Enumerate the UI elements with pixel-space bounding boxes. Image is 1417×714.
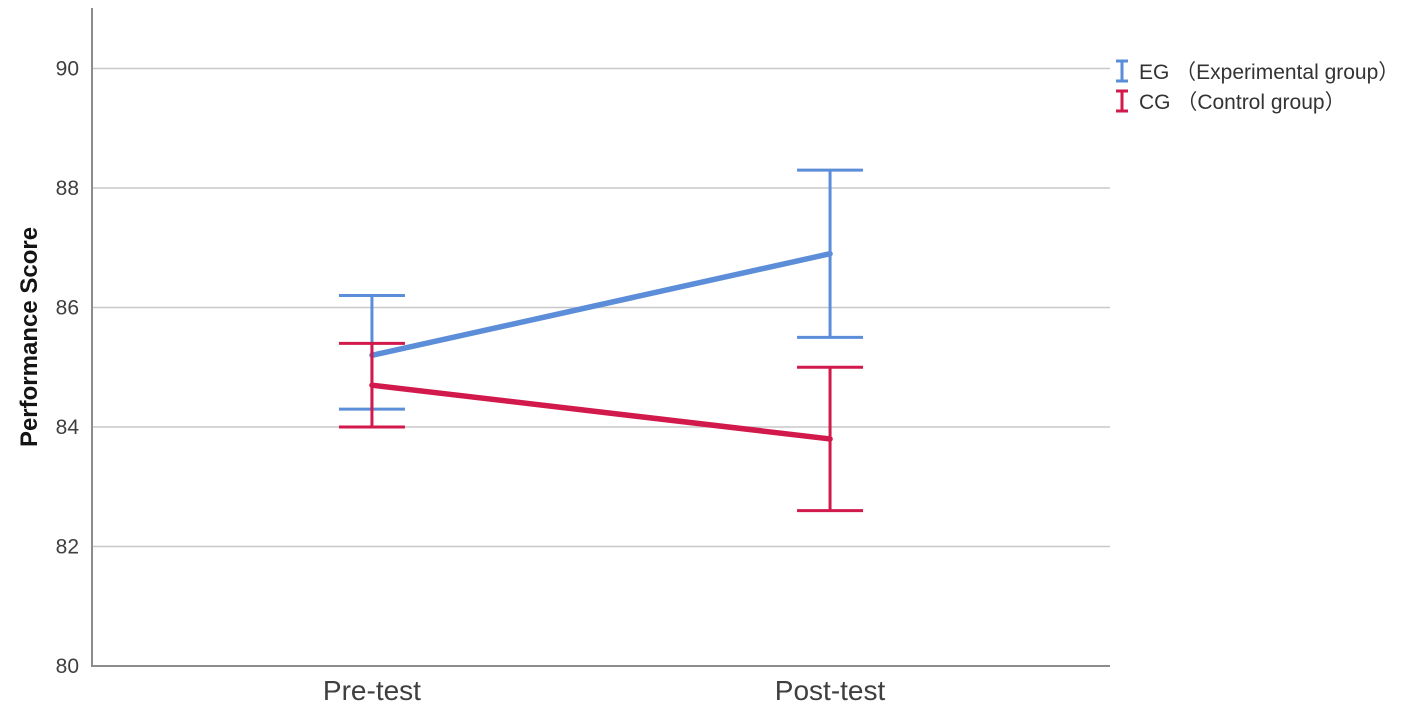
x-tick-label: Pre-test [323,675,421,706]
legend-item-eg: EG （Experimental group） [1114,56,1399,86]
error-bar-cg [338,341,405,429]
series-line-eg [369,250,833,359]
error-bar-eg [797,168,864,339]
legend-label-cg: CG （Control group） [1139,91,1346,114]
legend-label-eg: EG （Experimental group） [1139,61,1400,84]
legend: EG （Experimental group） CG （Control grou… [1114,56,1399,116]
series-line-cg [369,382,833,442]
x-tick-label: Post-test [775,675,886,706]
error-bar-icon [1116,89,1128,113]
y-tick-label: 90 [56,58,79,81]
y-tick-label: 82 [56,536,79,559]
y-tick-label: 80 [56,655,79,678]
error-bar-icon [1116,59,1128,83]
y-tick-label: 84 [56,416,80,439]
error-bar-cg [797,365,864,513]
y-tick-label: 88 [56,177,79,200]
y-tick-label: 86 [56,297,79,320]
legend-item-cg: CG （Control group） [1114,86,1399,116]
y-axis-title: Performance Score [16,226,43,448]
